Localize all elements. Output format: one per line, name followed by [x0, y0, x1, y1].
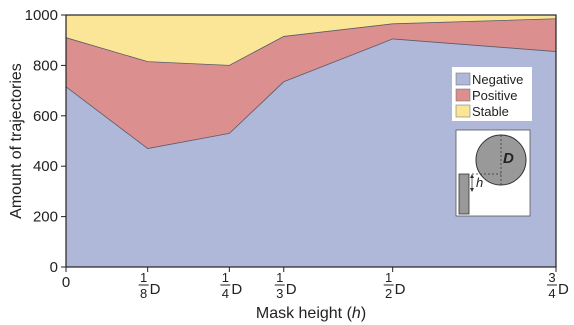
y-axis-label: Amount of trajectories — [8, 63, 25, 219]
line-positive — [65, 18, 557, 66]
diameter-label: D — [503, 150, 514, 167]
x-tick-numerator: 1 — [385, 270, 392, 285]
area-negative — [66, 38, 556, 267]
x-tick-unit: D — [286, 281, 297, 298]
y-tick-label: 0 — [50, 259, 58, 276]
x-tick-denominator: 4 — [222, 286, 229, 301]
arrow-head-down — [470, 188, 474, 192]
x-tick-fraction: 13 D — [274, 270, 297, 301]
x-tick-numerator: 3 — [548, 270, 555, 285]
x-tick-denominator: 4 — [548, 286, 555, 301]
area-positive — [66, 18, 556, 149]
x-tick-label: 0 — [62, 274, 70, 291]
arrow-head-up — [470, 174, 474, 178]
x-tick-fraction: 34 D — [547, 270, 569, 301]
x-tick-numerator: 1 — [140, 270, 147, 285]
legend-label-stable: Stable — [472, 104, 509, 119]
height-label: h — [476, 175, 483, 190]
y-axis: 0 200 400 600 800 1000 — [25, 7, 66, 276]
mask-plate — [458, 173, 470, 215]
y-tick-label: 600 — [33, 108, 58, 125]
x-tick-unit: D — [231, 281, 242, 298]
x-tick-unit: D — [395, 281, 406, 298]
y-tick-label: 800 — [33, 57, 58, 74]
x-tick-denominator: 2 — [385, 286, 392, 301]
x-tick-denominator: 8 — [140, 286, 147, 301]
legend-swatch-positive — [455, 88, 471, 102]
x-tick-unit: D — [150, 281, 161, 298]
legend-swatch-negative — [455, 72, 471, 86]
line-negative — [65, 38, 557, 149]
y-tick-label: 400 — [33, 158, 58, 175]
plot-frame — [65, 14, 557, 268]
x-tick-denominator: 3 — [276, 286, 283, 301]
stacked-areas — [66, 15, 556, 267]
legend-label-positive: Positive — [472, 88, 518, 103]
x-axis: 0 18 D14 D13 D12 D34 D — [62, 267, 569, 301]
legend-label-negative: Negative — [472, 72, 523, 87]
x-tick-numerator: 1 — [222, 270, 229, 285]
x-tick-fraction: 14 D — [220, 270, 242, 301]
series-outlines — [65, 18, 557, 149]
x-tick-fraction: 12 D — [383, 270, 406, 301]
legend-swatch-stable — [455, 104, 471, 118]
area-stable — [66, 15, 556, 66]
mask-inset: D h — [455, 129, 531, 217]
x-tick-numerator: 1 — [276, 270, 283, 285]
y-tick-label: 1000 — [25, 7, 58, 24]
x-axis-label: Mask height (h) — [256, 305, 366, 322]
x-tick-fraction: 18 D — [138, 270, 161, 301]
y-tick-label: 200 — [33, 209, 58, 226]
x-tick-unit: D — [558, 281, 569, 298]
